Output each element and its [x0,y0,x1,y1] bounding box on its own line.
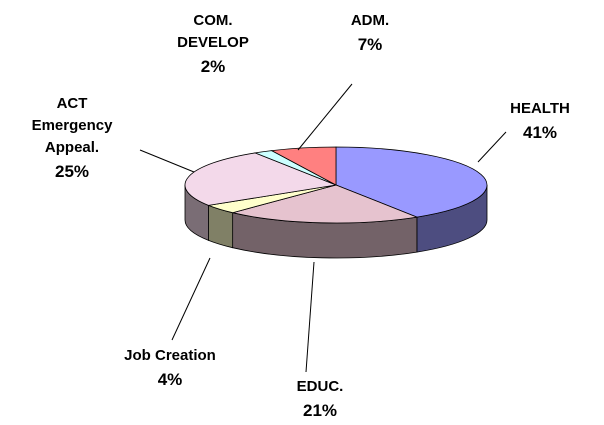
category-name: COM. DEVELOP [177,12,249,51]
leader-line [139,149,195,173]
slice [184,152,338,206]
slice-label: Job Creation 4% [90,345,250,391]
category-name: EDUC. [296,378,344,395]
value-label: 4% [157,370,183,389]
slice-label: ADM. 7% [320,10,420,56]
slice-label: COM. DEVELOP 2% [163,10,263,78]
slice [270,146,337,186]
value-label: 25% [54,162,90,181]
leader-line [477,131,507,163]
leader-line [297,83,353,151]
value-label: 21% [302,401,338,420]
category-name: HEALTH [510,100,570,117]
value-label: 2% [200,57,226,76]
slice-label: ACT Emergency Appeal. 25% [24,93,120,183]
sides [184,184,488,259]
leader-line [171,257,211,341]
category-name: Job Creation [124,347,216,364]
category-name: ADM. [350,12,390,29]
tops [184,146,488,224]
slice [232,184,419,224]
value-label: 7% [357,35,383,54]
slice-label: HEALTH 41% [485,98,595,144]
leader-line [305,261,315,373]
slice-label: EDUC. 21% [265,376,375,422]
value-label: 41% [522,123,558,142]
category-name: ACT Emergency Appeal. [31,95,113,156]
